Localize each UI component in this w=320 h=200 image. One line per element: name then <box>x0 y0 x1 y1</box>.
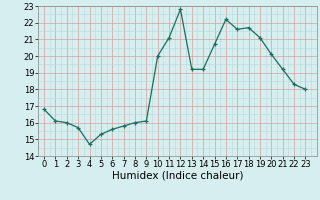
X-axis label: Humidex (Indice chaleur): Humidex (Indice chaleur) <box>112 171 243 181</box>
